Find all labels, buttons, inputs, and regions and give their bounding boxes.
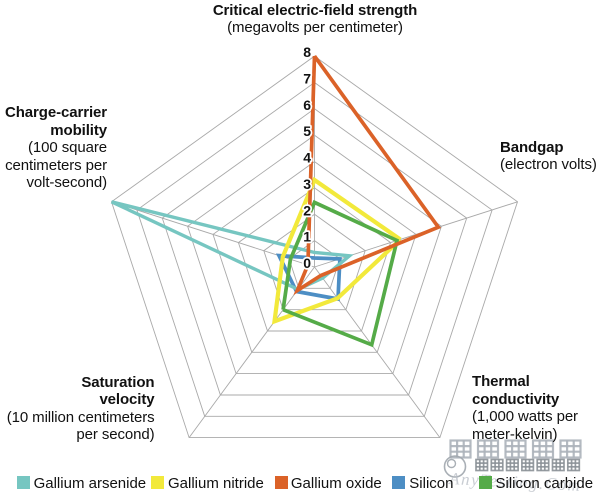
svg-text:2: 2 (303, 202, 311, 218)
svg-text:3: 3 (303, 176, 311, 192)
svg-text:4: 4 (303, 150, 311, 166)
svg-text:5: 5 (303, 123, 311, 139)
svg-text:0: 0 (303, 255, 311, 271)
svg-text:6: 6 (303, 97, 311, 113)
svg-text:7: 7 (303, 71, 311, 87)
svg-text:1: 1 (303, 229, 311, 245)
svg-text:8: 8 (303, 44, 311, 60)
